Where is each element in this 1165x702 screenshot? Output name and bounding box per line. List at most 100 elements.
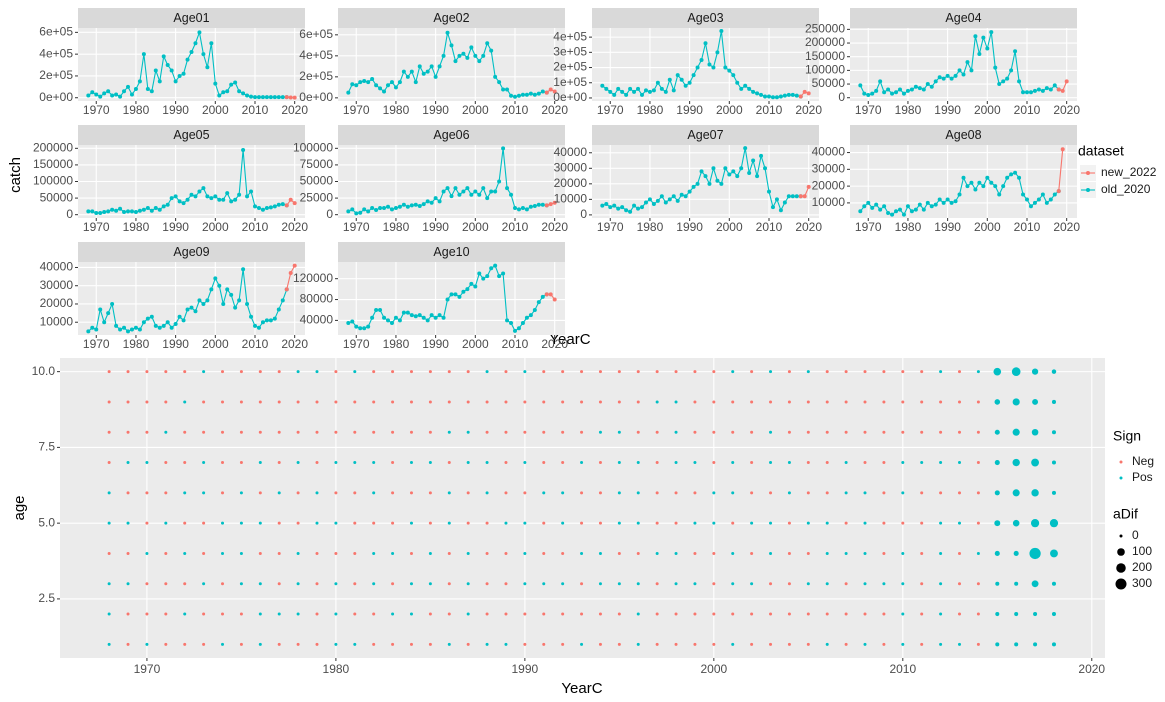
data-point [358, 326, 363, 331]
data-point [466, 612, 470, 616]
data-point [258, 642, 262, 646]
data-point [802, 89, 807, 94]
data-point [485, 612, 489, 616]
data-point [920, 491, 924, 495]
data-point [296, 521, 300, 525]
data-point [561, 491, 565, 495]
x-tick-label: 2000 [202, 103, 229, 117]
data-point [598, 461, 602, 465]
data-point [712, 430, 716, 434]
data-point [276, 95, 281, 100]
data-point [632, 89, 637, 94]
data-point [1060, 88, 1065, 93]
data-point [540, 89, 545, 94]
data-point [787, 551, 791, 555]
y-tick-label: 75000 [300, 157, 334, 171]
data-point [129, 92, 134, 97]
data-point [674, 612, 678, 616]
data-point [413, 314, 418, 319]
data-point [1040, 88, 1045, 93]
data-point [1051, 612, 1056, 617]
strip-title: Age06 [433, 128, 469, 142]
data-point [145, 206, 150, 211]
data-point [389, 207, 394, 212]
data-point [957, 68, 962, 73]
data-point [433, 196, 438, 201]
data-point [277, 400, 281, 404]
data-point [465, 287, 470, 292]
data-point [277, 430, 281, 434]
data-point [164, 430, 168, 434]
x-tick-label: 1980 [895, 103, 922, 117]
data-point [524, 207, 529, 212]
y-tick-label: 6e+05 [39, 25, 73, 39]
data-point [264, 206, 269, 211]
data-point [933, 79, 938, 84]
data-point [296, 551, 300, 555]
data-point [296, 430, 300, 434]
data-point [447, 582, 451, 586]
data-point [628, 209, 633, 214]
data-point [667, 77, 672, 82]
data-point [580, 551, 584, 555]
x-tick-label: 1970 [855, 220, 882, 234]
y-tick-label: 0 [838, 90, 845, 104]
data-point [995, 581, 1000, 586]
data-point [598, 612, 602, 616]
x-tick-label: 2000 [462, 103, 489, 117]
data-point [401, 69, 406, 74]
data-point [447, 370, 451, 374]
data-point [225, 89, 230, 94]
data-point [378, 86, 383, 91]
data-point [202, 582, 206, 586]
y-tick-label: 0 [580, 207, 587, 221]
data-point [542, 642, 546, 646]
data-point [965, 184, 970, 189]
data-point [276, 307, 281, 312]
data-point [770, 205, 775, 210]
data-point [372, 642, 376, 646]
x-tick-label: 2020 [541, 103, 568, 117]
y-tick-label: 0 [326, 207, 333, 221]
data-point [636, 551, 640, 555]
data-point [731, 551, 735, 555]
data-point [598, 551, 602, 555]
data-point [1052, 192, 1057, 197]
data-point [1012, 458, 1020, 467]
data-point [237, 298, 242, 303]
data-point [580, 491, 584, 495]
data-point [485, 521, 489, 525]
data-point [1048, 87, 1053, 92]
data-point [957, 551, 961, 555]
data-point [844, 521, 848, 525]
data-point [473, 53, 478, 58]
data-point [693, 582, 697, 586]
data-point [466, 370, 470, 374]
y-tick-label: 10000 [554, 192, 588, 206]
data-point [149, 208, 154, 213]
x-tick-label: 1990 [162, 103, 189, 117]
data-point [183, 370, 187, 374]
data-point [643, 200, 648, 205]
data-point [598, 582, 602, 586]
x-tick-label: 1980 [323, 662, 350, 676]
data-point [523, 642, 527, 646]
data-point [366, 209, 371, 214]
data-point [671, 194, 676, 199]
data-point [636, 430, 640, 434]
data-point [901, 461, 905, 465]
legend-marker [1119, 460, 1123, 464]
data-point [157, 207, 162, 212]
data-point [126, 521, 130, 525]
x-tick-label: 1990 [422, 103, 449, 117]
data-point [221, 582, 225, 586]
data-point [241, 267, 246, 272]
data-point [114, 208, 119, 213]
data-point [542, 400, 546, 404]
data-point [346, 209, 351, 214]
data-point [731, 169, 736, 174]
data-point [193, 309, 198, 314]
data-point [1051, 399, 1056, 404]
x-tick-label: 1980 [895, 220, 922, 234]
data-point [920, 612, 924, 616]
